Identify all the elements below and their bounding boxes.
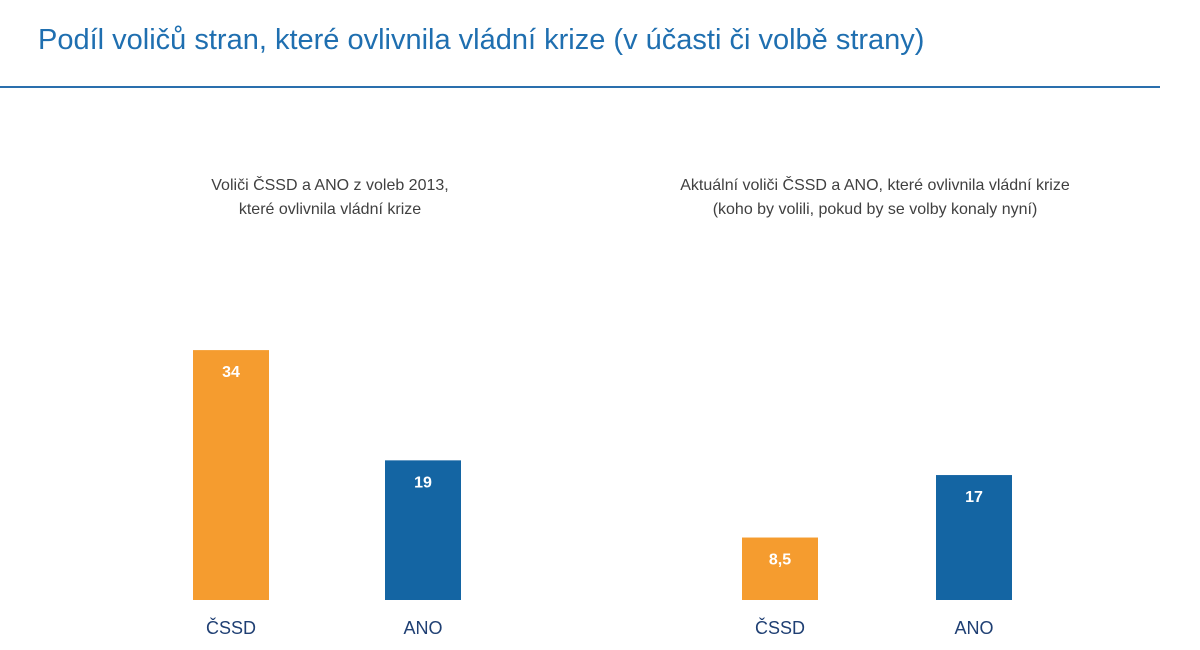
bar-chart-svg: 8,5 ČSSD 17 ANO bbox=[742, 475, 1012, 638]
bar-cssd bbox=[193, 350, 269, 600]
chart-title-line-1: Aktuální voliči ČSSD a ANO, které ovlivn… bbox=[680, 177, 1070, 194]
data-label: 17 bbox=[965, 489, 983, 506]
data-label: 19 bbox=[414, 474, 432, 491]
chart-right: Aktuální voliči ČSSD a ANO, které ovlivn… bbox=[640, 160, 1110, 650]
page-title: Podíl voličů stran, které ovlivnila vlád… bbox=[38, 24, 925, 56]
category-label: ANO bbox=[954, 618, 993, 638]
bar-cssd bbox=[742, 537, 818, 600]
chart-title-line-2: které ovlivnila vládní krize bbox=[238, 201, 422, 218]
category-label: ANO bbox=[403, 618, 442, 638]
bar-ano bbox=[936, 475, 1012, 600]
category-label: ČSSD bbox=[755, 617, 805, 638]
data-label: 8,5 bbox=[769, 552, 791, 569]
chart-title: Aktuální voliči ČSSD a ANO, které ovlivn… bbox=[640, 174, 1110, 222]
chart-title-line-2: (koho by volili, pokud by se volby konal… bbox=[712, 201, 1038, 218]
data-label: 34 bbox=[222, 364, 240, 381]
chart-title: Voliči ČSSD a ANO z voleb 2013, které ov… bbox=[120, 174, 540, 222]
bar-chart-svg: 34 ČSSD 19 ANO bbox=[193, 350, 461, 638]
category-label: ČSSD bbox=[206, 617, 256, 638]
chart-left: Voliči ČSSD a ANO z voleb 2013, které ov… bbox=[120, 160, 540, 650]
bar-ano bbox=[385, 460, 461, 600]
title-divider bbox=[0, 86, 1160, 88]
chart-title-line-1: Voliči ČSSD a ANO z voleb 2013, bbox=[211, 177, 449, 194]
